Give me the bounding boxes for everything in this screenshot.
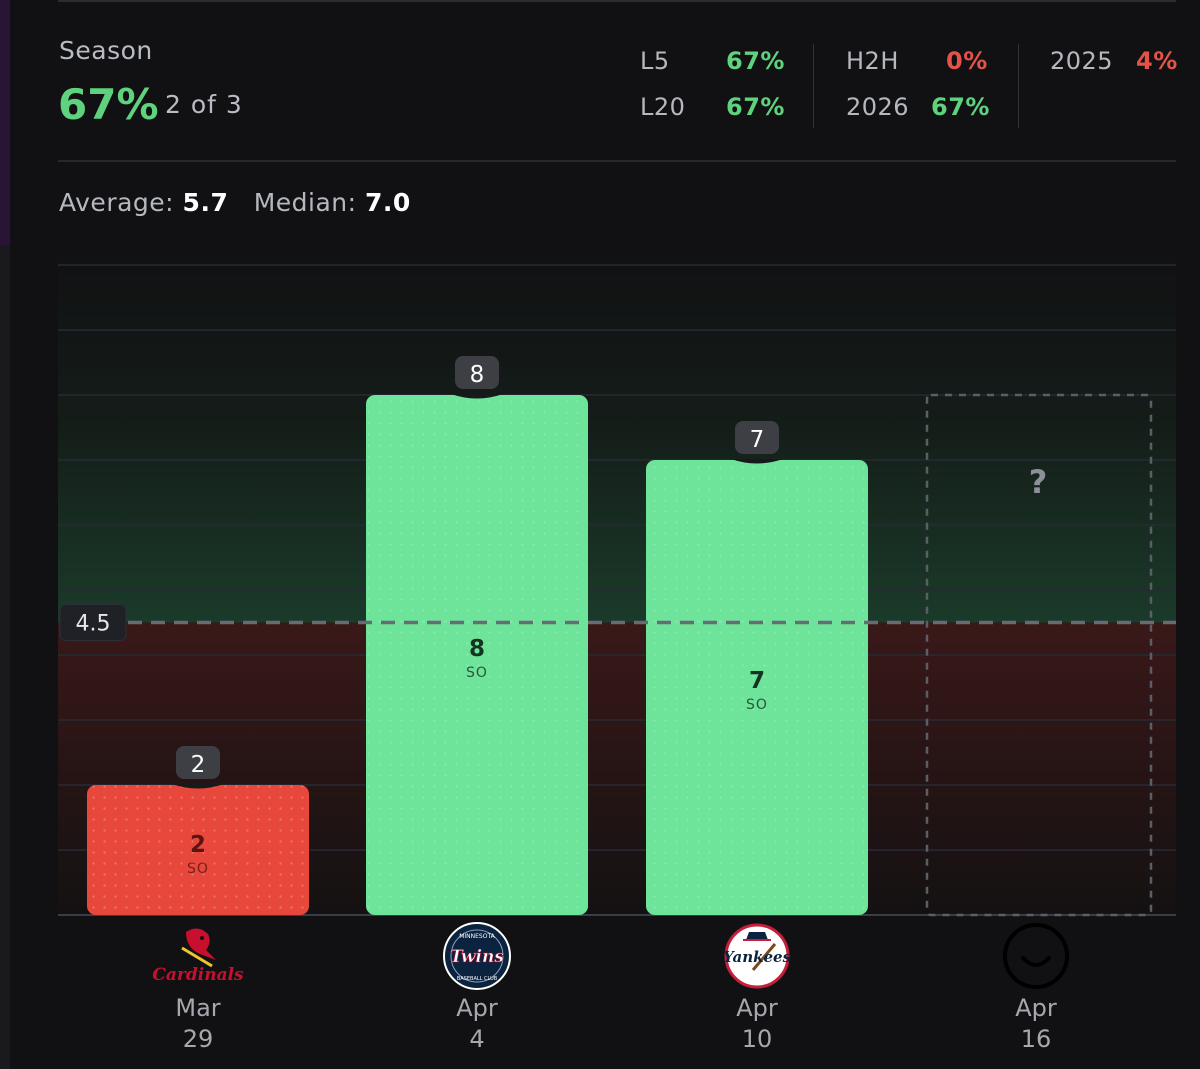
l20-label[interactable]: L20 (640, 93, 686, 121)
game-bar-texture (366, 395, 588, 915)
bar-value-badge (176, 746, 220, 779)
bar-badge-notch (172, 784, 224, 789)
bar-badge-notch (731, 459, 783, 464)
prop-line-badge (59, 604, 127, 641)
average-label: Average: (59, 188, 175, 217)
prop-line-label: 4.5 (76, 612, 111, 637)
bar-value-label: 2 (191, 752, 206, 778)
season-hit-rate: 67% (58, 80, 159, 129)
game-date-month: Mar (175, 994, 220, 1022)
year-2026-label[interactable]: 2026 (846, 93, 910, 121)
twins-inner-ring (450, 929, 504, 983)
upcoming-unknown-value: ? (1029, 463, 1048, 501)
season-label: Season (59, 36, 153, 65)
year-2025-label[interactable]: 2025 (1050, 47, 1114, 75)
yankees-hat (746, 932, 768, 940)
bar-value-label: 7 (750, 427, 765, 453)
game-date-day: 16 (1021, 1025, 1052, 1053)
left-edge-glow (0, 0, 10, 245)
year-2025-value[interactable]: 4% (1136, 47, 1178, 75)
game-date-month: Apr (1015, 994, 1057, 1022)
bar-stat-unit: SO (187, 861, 209, 877)
game-date-day: 10 (742, 1025, 773, 1053)
cardinal-bird (186, 928, 216, 960)
game-bar-texture (646, 460, 868, 915)
cardinal-eye (200, 936, 204, 940)
cardinals-logo[interactable]: Cardinals (152, 928, 244, 985)
game-date-month: Apr (736, 994, 778, 1022)
smiley-face (1003, 923, 1069, 989)
bar-value-label: 8 (470, 362, 485, 388)
summary-stats: Average: 5.7 Median: 7.0 (59, 188, 411, 217)
twins-top-text: MINNESOTA (459, 933, 495, 940)
smiley-icon[interactable] (1003, 923, 1069, 989)
cardinal-bat (181, 946, 213, 968)
stat-divider (1018, 44, 1019, 128)
median-value: 7.0 (365, 188, 411, 217)
game-date-day: 29 (183, 1025, 214, 1053)
yankees-bat (751, 943, 777, 971)
l20-value[interactable]: 67% (726, 93, 785, 121)
header-divider (58, 160, 1176, 162)
cardinals-script: Cardinals (152, 965, 244, 985)
bar-inner-value: 8 (469, 636, 485, 662)
twins-wordmark: Twins (450, 947, 504, 967)
left-edge-strip (0, 0, 10, 1069)
bar-inner-value: 2 (190, 832, 206, 858)
upcoming-game-placeholder[interactable] (925, 393, 1153, 917)
bar-value-badge (735, 421, 779, 454)
median-label: Median: (253, 188, 357, 217)
stat-divider (813, 44, 814, 128)
over-line-zone (58, 250, 1176, 623)
top-border (58, 0, 1176, 2)
game-bar-texture (87, 785, 309, 915)
yankees-logo[interactable]: Yankees (723, 923, 792, 989)
h2h-value[interactable]: 0% (946, 47, 988, 75)
twins-bottom-text: BASEBALL CLUB (457, 976, 498, 982)
l5-value[interactable]: 67% (726, 47, 785, 75)
twins-circle (443, 922, 511, 990)
yankees-script: Yankees (723, 948, 792, 966)
yankees-circle (724, 923, 790, 989)
smiley-mouth (1021, 956, 1051, 967)
bar-stat-unit: SO (466, 665, 488, 681)
twins-logo[interactable]: MINNESOTA Twins BASEBALL CLUB (443, 922, 511, 990)
average-value: 5.7 (182, 188, 229, 217)
season-hit-count: 2 of 3 (165, 90, 243, 119)
game-date-month: Apr (456, 994, 498, 1022)
bar-badge-notch (451, 394, 503, 399)
bar-inner-value: 7 (749, 668, 765, 694)
bar-stat-unit: SO (746, 697, 768, 713)
bar-value-badge (455, 356, 499, 389)
h2h-label[interactable]: H2H (846, 47, 899, 75)
year-2026-value[interactable]: 67% (931, 93, 990, 121)
l5-label[interactable]: L5 (640, 47, 670, 75)
game-date-day: 4 (469, 1025, 484, 1053)
